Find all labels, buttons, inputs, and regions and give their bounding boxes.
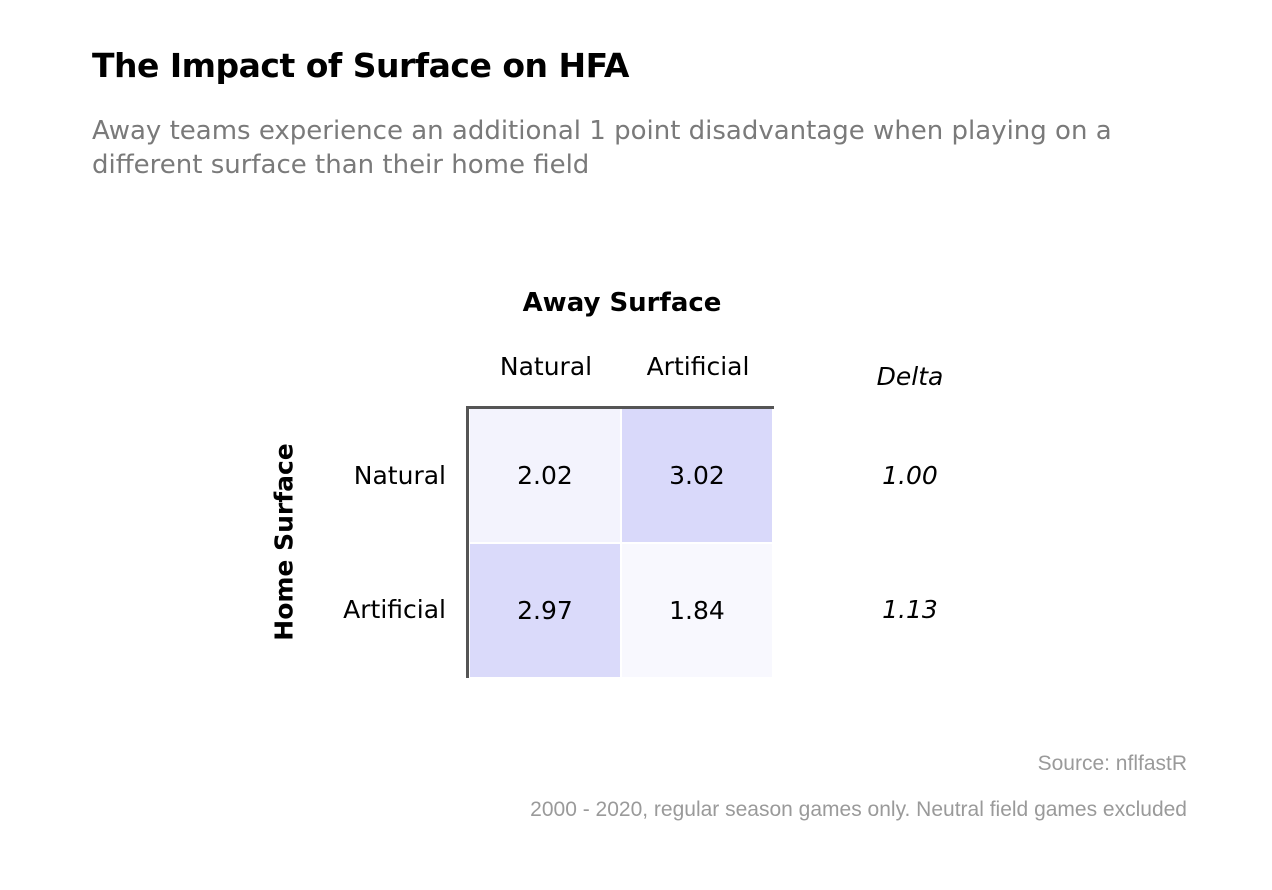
home-surface-title: Home Surface xyxy=(269,443,299,641)
column-label-artificial: Artificial xyxy=(646,352,750,381)
row-axis-line xyxy=(466,406,469,678)
chart-title: The Impact of Surface on HFA xyxy=(92,46,629,85)
delta-header: Delta xyxy=(876,362,944,391)
delta-artificial: 1.13 xyxy=(882,595,938,624)
column-axis-line xyxy=(466,406,774,409)
heatmap-cell-natural-artificial: 3.02 xyxy=(622,409,772,542)
source-note: Source: nflfastR xyxy=(1037,752,1187,775)
column-label-natural: Natural xyxy=(499,352,593,381)
heatmap-cell-artificial-artificial: 1.84 xyxy=(622,544,772,677)
row-label-natural: Natural xyxy=(353,461,446,490)
heatmap-cell-natural-natural: 2.02 xyxy=(470,409,620,542)
heatmap-cell-artificial-natural: 2.97 xyxy=(470,544,620,677)
chart-subtitle: Away teams experience an additional 1 po… xyxy=(92,116,1112,180)
delta-natural: 1.00 xyxy=(882,461,938,490)
footnote: 2000 - 2020, regular season games only. … xyxy=(530,798,1187,821)
row-label-artificial: Artificial xyxy=(343,595,446,624)
away-surface-title: Away Surface xyxy=(522,288,722,318)
